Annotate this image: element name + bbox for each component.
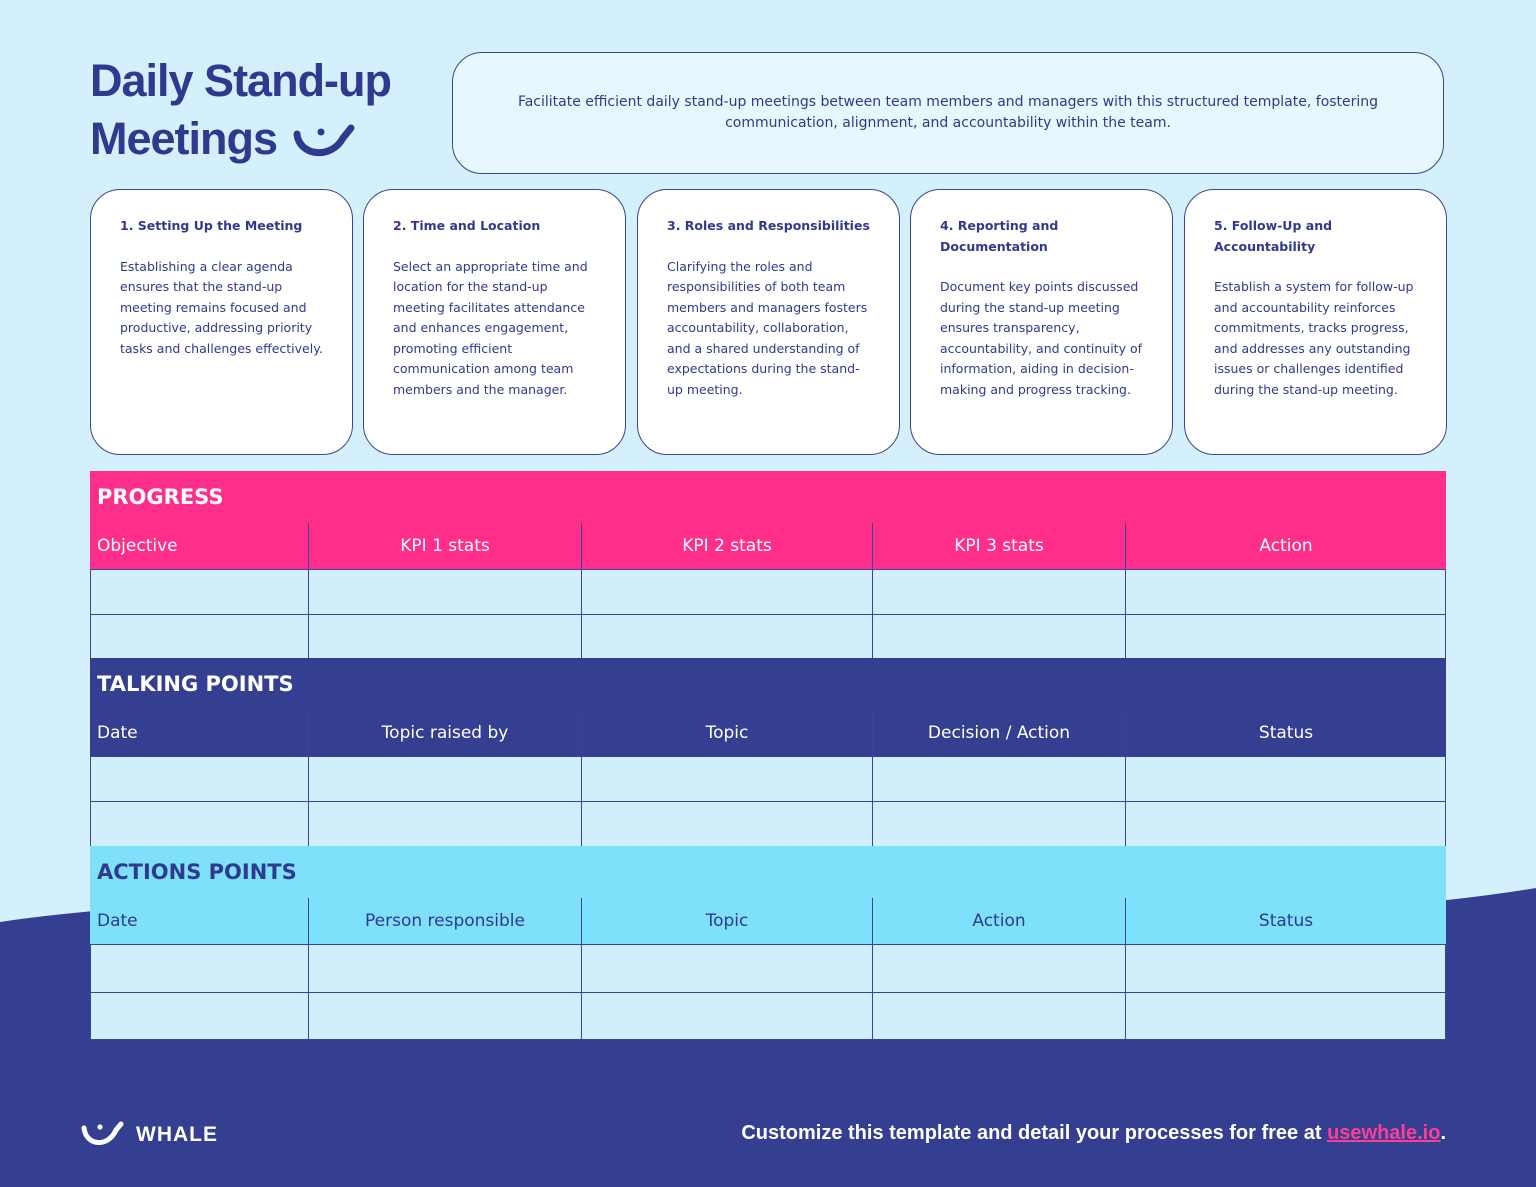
data-row [90, 944, 1446, 992]
header-cell: Person responsible [309, 898, 582, 944]
data-row [90, 992, 1446, 1040]
empty-cell [309, 569, 582, 614]
empty-cell [90, 944, 309, 992]
header-cell: Topic [582, 710, 873, 756]
empty-cell [873, 944, 1126, 992]
empty-cell [582, 944, 873, 992]
table-title: PROGRESS [90, 471, 1446, 523]
footer-brand: WHALE [80, 1120, 218, 1150]
empty-cell [1126, 614, 1446, 659]
card: 5. Follow-Up and Accountability Establish… [1184, 189, 1447, 455]
header-cell: Objective [90, 523, 309, 569]
header-cell: Decision / Action [873, 710, 1126, 756]
header-cell: Topic raised by [309, 710, 582, 756]
description-box: Facilitate efficient daily stand-up meet… [452, 52, 1444, 174]
empty-cell [582, 756, 873, 801]
empty-cell [309, 614, 582, 659]
empty-cell [582, 801, 873, 846]
footer-message: Customize this template and detail your … [741, 1122, 1322, 1144]
empty-cell [90, 801, 309, 846]
empty-cell [1126, 801, 1446, 846]
card-title: 5. Follow-Up and Accountability [1214, 218, 1333, 254]
header-cell: Date [90, 898, 309, 944]
empty-cell [90, 614, 309, 659]
empty-cell [90, 756, 309, 801]
footer-end: . [1440, 1122, 1446, 1144]
empty-cell [582, 569, 873, 614]
empty-cell [309, 944, 582, 992]
header-cell: Topic [582, 898, 873, 944]
data-row [90, 569, 1446, 614]
empty-cell [873, 569, 1126, 614]
empty-cell [873, 992, 1126, 1040]
footer-text: Customize this template and detail your … [741, 1122, 1446, 1145]
card: 1. Setting Up the Meeting Establishing a … [90, 189, 353, 455]
empty-cell [90, 569, 309, 614]
header-cell: Action [1126, 523, 1446, 569]
table: TALKING POINTS Date Topic raised by Topic De… [90, 658, 1446, 846]
card-body: Clarifying the roles and responsibilitie… [667, 258, 868, 397]
title-line-wrap: Meetings [90, 110, 391, 168]
empty-cell [582, 992, 873, 1040]
empty-cell [90, 992, 309, 1040]
card-title: 4. Reporting and Documentation [940, 218, 1059, 254]
data-row [90, 756, 1446, 801]
card-title: 3. Roles and Responsibilities [667, 218, 870, 233]
empty-cell [873, 756, 1126, 801]
empty-cell [873, 801, 1126, 846]
header-cell: Action [873, 898, 1126, 944]
card-body: Establishing a clear agenda ensures that… [120, 258, 323, 356]
card-title: 2. Time and Location [393, 218, 541, 233]
title-line: Daily Stand-up [90, 55, 392, 106]
card-body: Establish a system for follow-up and acc… [1214, 279, 1414, 397]
empty-cell [582, 614, 873, 659]
header-cell: Status [1126, 710, 1446, 756]
card-title: 1. Setting Up the Meeting [120, 218, 303, 233]
header-cell: KPI 3 stats [873, 523, 1126, 569]
footer-logo [81, 1121, 124, 1145]
card-body: Document key points discussed during the… [940, 279, 1143, 397]
title-line: Meetings [90, 113, 278, 164]
card: 3. Roles and Responsibilities Clarifying … [637, 189, 900, 455]
header-cell: KPI 1 stats [309, 523, 582, 569]
empty-cell [309, 992, 582, 1040]
empty-cell [1126, 756, 1446, 801]
logo-smile [293, 124, 355, 157]
title: Daily Stand-up Meetings [90, 52, 392, 168]
header-row: Objective KPI 1 stats KPI 2 stats KPI 3 sta… [90, 523, 1446, 569]
table: PROGRESS Objective KPI 1 stats KPI 2 stats K… [90, 471, 1446, 659]
description: Facilitate efficient daily stand-up meet… [517, 94, 1379, 131]
card: 2. Time and Location Select an appropriat… [363, 189, 626, 455]
empty-cell [873, 614, 1126, 659]
empty-cell [1126, 944, 1446, 992]
header-cell: Status [1126, 898, 1446, 944]
empty-cell [1126, 992, 1446, 1040]
header-cell: Date [90, 710, 309, 756]
header-row: Date Topic raised by Topic Decision / Actio… [90, 710, 1446, 756]
table-title: TALKING POINTS [90, 658, 1446, 710]
table: ACTIONS POINTS Date Person responsible Topi… [90, 846, 1446, 1040]
table-title: ACTIONS POINTS [90, 846, 1446, 898]
card-body: Select an appropriate time and location … [393, 258, 588, 397]
card: 4. Reporting and Documentation Document k… [910, 189, 1173, 455]
empty-cell [1126, 569, 1446, 614]
header-row: Date Person responsible Topic Action Status [90, 898, 1446, 944]
header-cell: KPI 2 stats [582, 523, 873, 569]
data-row [90, 614, 1446, 659]
empty-cell [309, 756, 582, 801]
footer-link[interactable]: usewhale.io [1327, 1122, 1441, 1144]
brand-name: WHALE [136, 1123, 218, 1146]
data-row [90, 801, 1446, 846]
empty-cell [309, 801, 582, 846]
